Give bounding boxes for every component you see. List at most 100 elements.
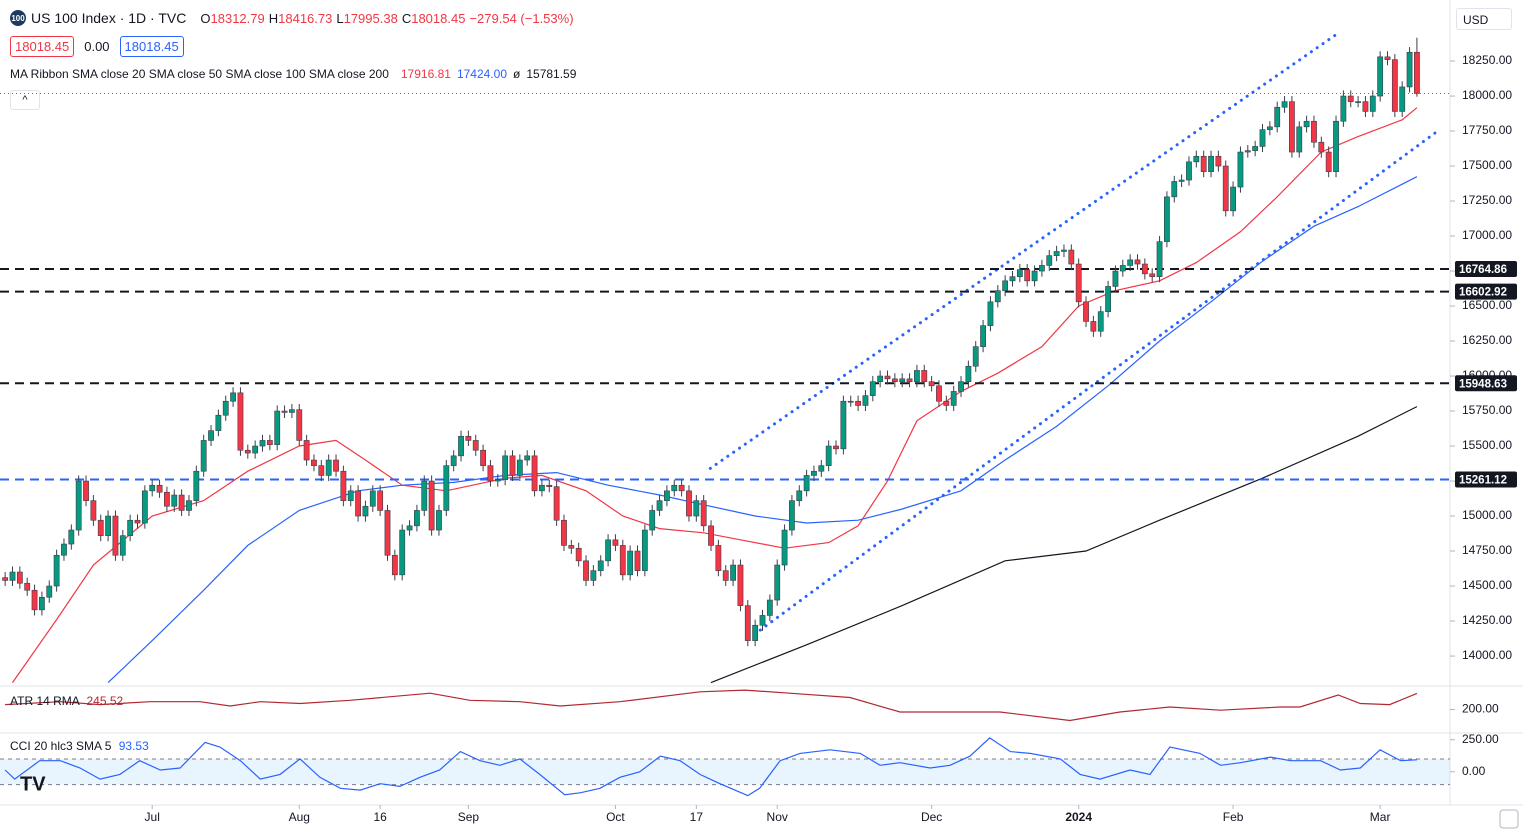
currency-selector[interactable]: USD — [1456, 8, 1512, 30]
candle-body — [553, 486, 560, 521]
ohlc-label: H — [268, 10, 279, 26]
ma-value: 17424.00 — [456, 67, 507, 81]
candle-body — [61, 543, 67, 556]
candle-body — [208, 430, 214, 441]
candle-body — [965, 365, 972, 382]
candle-body — [612, 539, 619, 546]
candle-body — [583, 560, 589, 581]
x-tick-label: 16 — [373, 810, 387, 824]
candle-body — [149, 484, 156, 492]
candle-body — [1097, 311, 1104, 332]
candle-body — [700, 500, 707, 527]
candle-body — [774, 564, 781, 601]
candle-body — [1377, 56, 1384, 97]
sell-price[interactable]: 18018.45 — [10, 36, 75, 57]
candle-body — [494, 479, 501, 482]
candle-body — [972, 346, 979, 367]
candle-body — [605, 539, 611, 562]
candle-body — [906, 378, 913, 382]
candle-body — [97, 519, 104, 536]
candle-body — [568, 545, 575, 549]
candle-body — [1053, 251, 1060, 256]
collapse-button[interactable]: ^ — [10, 90, 40, 110]
x-tick-label: Aug — [289, 810, 310, 824]
candle-body — [1149, 273, 1156, 277]
candle-body — [318, 465, 325, 476]
candle-body — [112, 515, 119, 556]
candle-body — [1362, 101, 1369, 112]
candle-body — [1274, 106, 1281, 128]
y-tick-label: 18250.00 — [1462, 53, 1512, 67]
ohlc-value: 17995.38 — [343, 10, 398, 26]
candle-body — [921, 370, 928, 382]
candle-body — [840, 400, 847, 450]
candle-body — [649, 510, 656, 531]
candle-body — [722, 570, 729, 581]
candle-body — [575, 547, 582, 562]
candle-body — [186, 500, 192, 511]
candle-body — [1046, 255, 1053, 266]
candle-body — [1112, 270, 1119, 287]
candle-body — [237, 392, 244, 451]
candle-body — [480, 449, 486, 466]
candle-body — [24, 582, 31, 591]
candle-body — [39, 596, 45, 611]
candle-body — [1061, 249, 1067, 252]
tv-logo: TV — [20, 773, 46, 795]
candle-body — [90, 500, 97, 521]
candle-body — [487, 465, 494, 482]
candle-body — [1318, 141, 1325, 153]
candle-body — [1105, 286, 1111, 312]
atr-legend: ATR 14 RMA 245.52 — [10, 694, 123, 708]
candle-body — [1178, 179, 1185, 182]
candle-body — [678, 484, 685, 492]
candle-body — [590, 570, 597, 581]
y-tick-label: 250.00 — [1462, 732, 1499, 746]
candle-body — [1141, 263, 1148, 275]
candle-body — [325, 459, 332, 476]
candle-body — [781, 529, 788, 566]
candle-body — [281, 410, 288, 413]
candle-body — [1259, 129, 1266, 147]
candle-body — [987, 301, 994, 326]
candle-body — [134, 519, 141, 524]
candle-body — [627, 550, 634, 576]
cci-band — [0, 758, 1450, 785]
candle-body — [641, 529, 648, 571]
candle-body — [31, 589, 38, 611]
candle-body — [539, 484, 545, 492]
y-tick-label: 0.00 — [1462, 764, 1486, 778]
candle-body — [1333, 120, 1339, 172]
candle-body — [1244, 150, 1251, 153]
candle-body — [193, 470, 200, 501]
candle-body — [737, 564, 744, 606]
candle-body — [68, 529, 75, 545]
y-tick-label: 17750.00 — [1462, 123, 1512, 137]
candle-body — [311, 459, 317, 466]
ohlc-values: O18312.79 H18416.73 L17995.38 C18018.45 — [200, 11, 465, 26]
candle-body — [16, 571, 23, 584]
candle-body — [46, 585, 53, 598]
candle-body — [296, 409, 303, 441]
buy-price[interactable]: 18018.45 — [119, 36, 184, 57]
candle-body — [200, 440, 207, 472]
candle-body — [1009, 276, 1016, 282]
candle-body — [936, 385, 942, 402]
candle-body — [914, 370, 920, 382]
settings-button[interactable] — [1499, 809, 1519, 829]
candle-body — [171, 494, 178, 507]
candle-body — [502, 455, 509, 480]
candle-body — [1406, 51, 1413, 88]
candle-body — [980, 325, 986, 347]
y-tick-label: 200.00 — [1462, 702, 1499, 716]
y-tick-label: 14500.00 — [1462, 578, 1512, 592]
candle-body — [399, 529, 406, 576]
ohlc-label: O — [200, 10, 211, 26]
cci-legend: CCI 20 hlc3 SMA 5 93.53 — [10, 739, 149, 753]
candle-body — [1090, 321, 1097, 332]
candle-body — [1340, 95, 1347, 122]
spread: 0.00 — [84, 39, 110, 54]
candle-body — [156, 484, 163, 493]
candle-body — [1039, 265, 1045, 272]
